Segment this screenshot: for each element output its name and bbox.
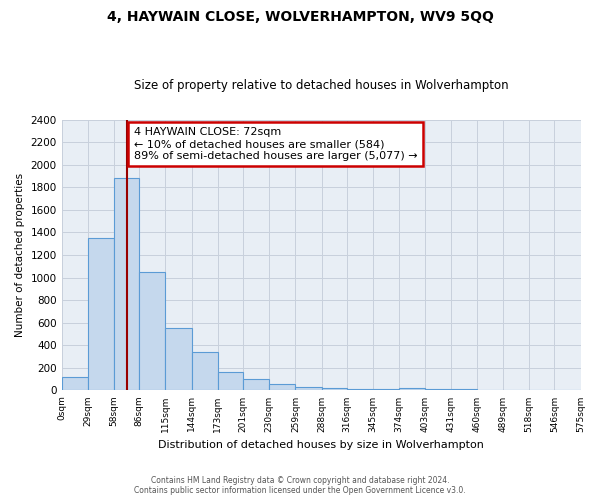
Bar [114,178,139,390]
Text: 4, HAYWAIN CLOSE, WOLVERHAMPTON, WV9 5QQ: 4, HAYWAIN CLOSE, WOLVERHAMPTON, WV9 5QQ [107,10,493,24]
Text: 4 HAYWAIN CLOSE: 72sqm
← 10% of detached houses are smaller (584)
89% of semi-de: 4 HAYWAIN CLOSE: 72sqm ← 10% of detached… [134,128,418,160]
Bar [347,388,373,390]
Bar [62,377,88,390]
Bar [243,378,269,390]
Y-axis label: Number of detached properties: Number of detached properties [15,173,25,337]
Bar [88,238,114,390]
Bar [295,387,322,390]
Bar [166,328,191,390]
X-axis label: Distribution of detached houses by size in Wolverhampton: Distribution of detached houses by size … [158,440,484,450]
Title: Size of property relative to detached houses in Wolverhampton: Size of property relative to detached ho… [134,79,508,92]
Bar [218,372,243,390]
Bar [322,388,347,390]
Bar [399,388,425,390]
Text: Contains HM Land Registry data © Crown copyright and database right 2024.
Contai: Contains HM Land Registry data © Crown c… [134,476,466,495]
Bar [269,384,295,390]
Bar [139,272,166,390]
Bar [191,352,218,391]
